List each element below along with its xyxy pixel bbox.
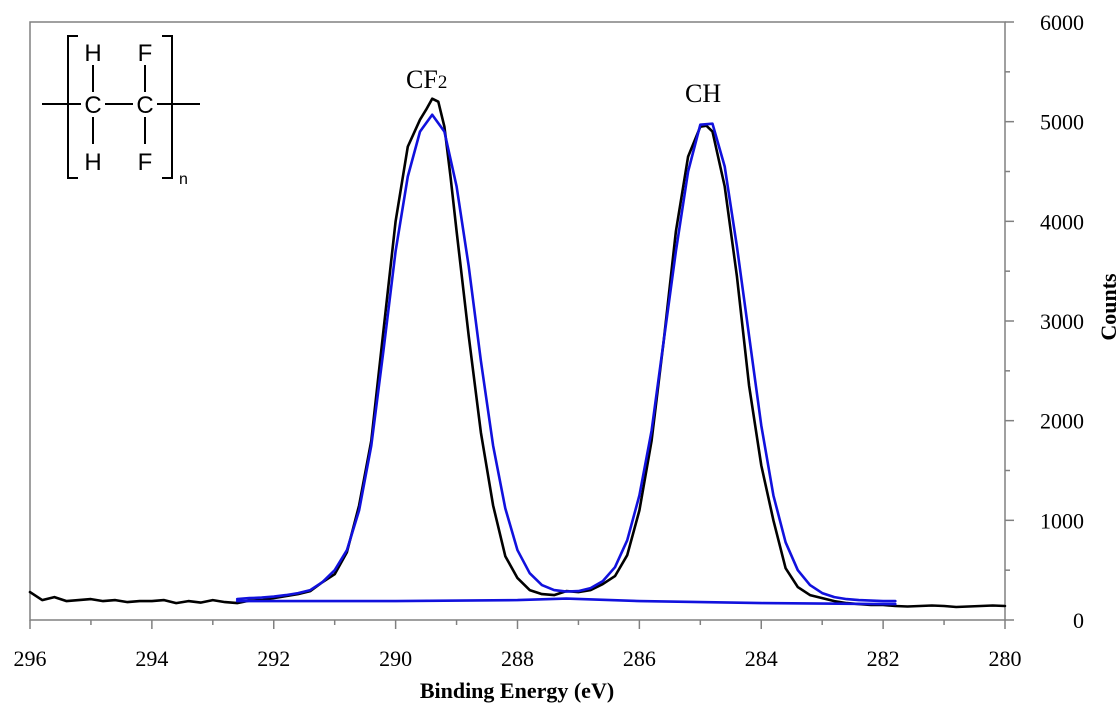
series-line-0 <box>28 97 1007 609</box>
x-tick-label: 284 <box>745 646 778 671</box>
x-tick-label: 290 <box>379 646 412 671</box>
x-axis: 296 294 292 290 288 286 284 282 280 <box>14 620 1022 671</box>
series-line-2 <box>235 597 897 606</box>
left-bracket <box>67 35 78 179</box>
x-tick-label: 286 <box>623 646 656 671</box>
x-tick-label: 296 <box>14 646 47 671</box>
y-tick-label: 1000 <box>1040 508 1084 533</box>
x-axis-title: Binding Energy (eV) <box>420 678 614 703</box>
x-tick-label: 292 <box>257 646 290 671</box>
y-tick-label: 6000 <box>1040 10 1084 35</box>
atom-c-left: C <box>84 92 101 119</box>
repeat-subscript: n <box>179 171 188 188</box>
pvdf-structure: H F C C H F n <box>42 35 200 188</box>
y-tick-label: 2000 <box>1040 409 1084 434</box>
peak-label-ch: CH <box>685 79 721 108</box>
x-tick-label: 288 <box>501 646 534 671</box>
atom-h-bottom: H <box>84 149 101 176</box>
x-tick-label: 294 <box>135 646 168 671</box>
right-bracket <box>162 35 173 179</box>
atom-h-top: H <box>84 40 101 67</box>
peak-label-cf2-subscript: 2 <box>438 72 448 93</box>
x-tick-label: 282 <box>867 646 900 671</box>
plot-frame <box>29 21 1006 621</box>
peak-label-cf2: CF2 <box>406 65 447 94</box>
y-tick-label: 0 <box>1073 608 1084 633</box>
y-tick-label: 5000 <box>1040 110 1084 135</box>
peak-label-cf2-text: CF <box>406 65 438 94</box>
atom-f-top: F <box>138 40 153 67</box>
y-axis-title: Counts <box>1096 273 1120 341</box>
atom-c-right: C <box>136 92 153 119</box>
series-line-1 <box>235 113 897 603</box>
y-tick-label: 3000 <box>1040 309 1084 334</box>
series-layer <box>28 97 1007 609</box>
x-tick-label: 280 <box>989 646 1022 671</box>
atom-f-bottom: F <box>138 149 153 176</box>
y-axis: 0 1000 2000 3000 4000 5000 6000 <box>1005 10 1084 633</box>
y-tick-label: 4000 <box>1040 209 1084 234</box>
